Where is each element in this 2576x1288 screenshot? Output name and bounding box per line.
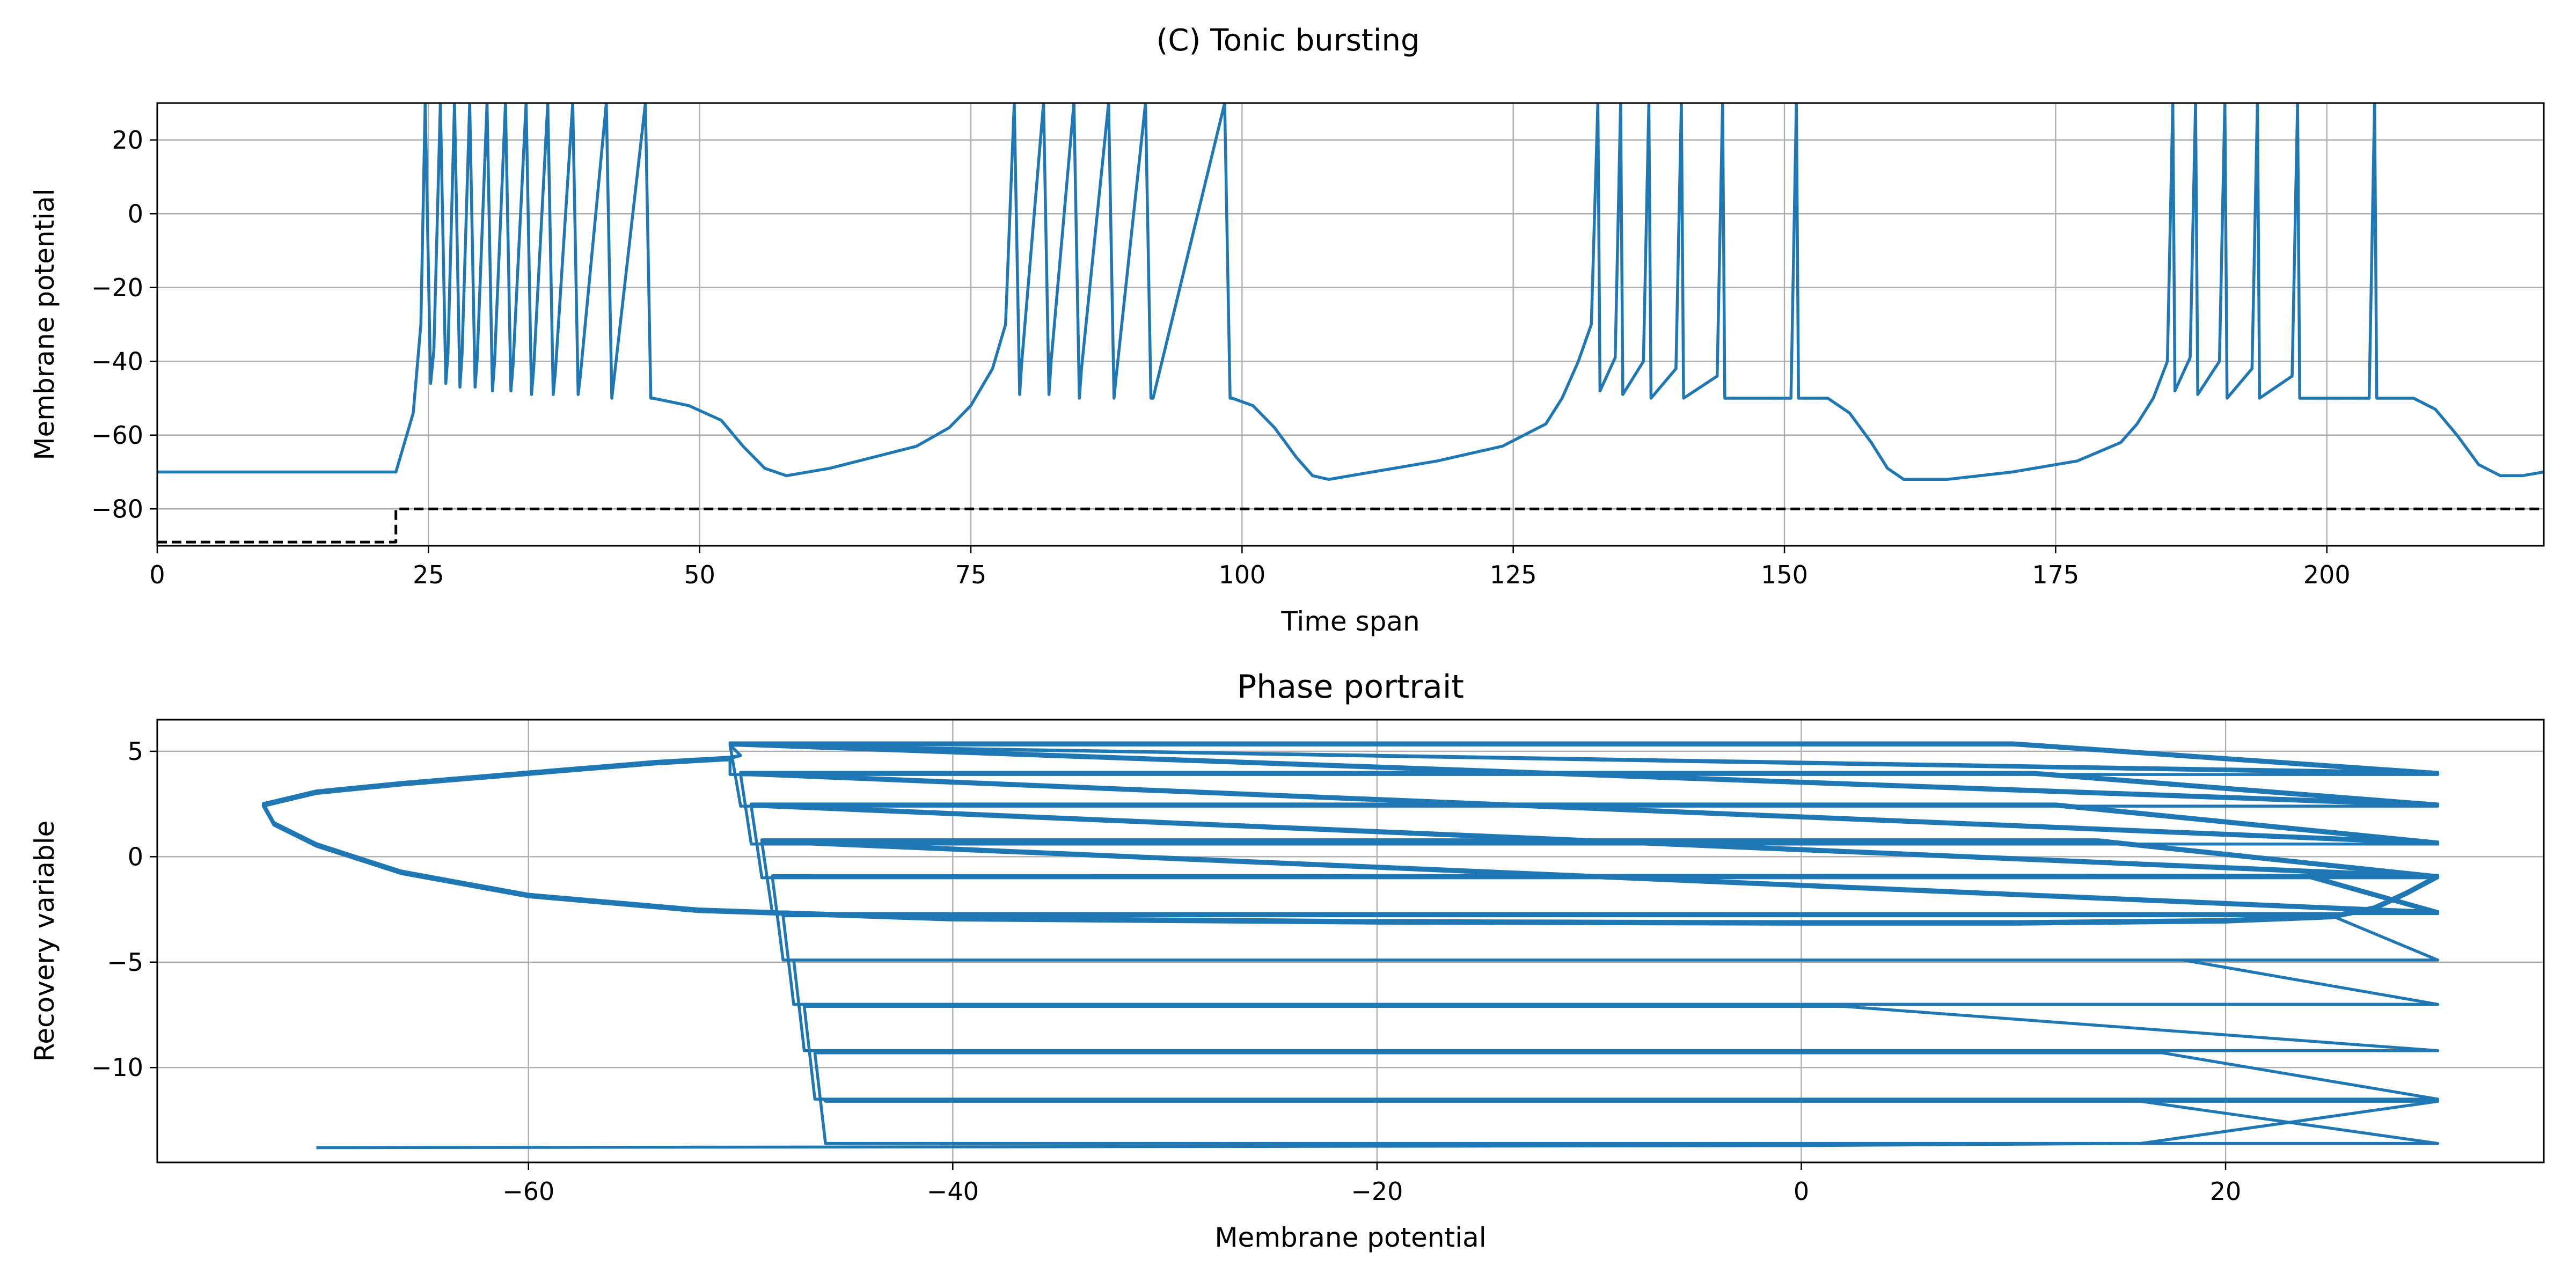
x-tick-label: −60 [502, 1177, 554, 1206]
x-tick-label: 175 [2032, 560, 2079, 589]
x-tick-label: 125 [1490, 560, 1537, 589]
bottom-chart-grid [157, 720, 2544, 1162]
bottom-chart-ticks: −60 −40 −20 0 20 −10 −5 0 5 [91, 737, 2241, 1206]
top-chart-ticks: 0 25 50 75 100 125 150 175 200 −80 −60 −40 −20 0 20 [91, 126, 2351, 589]
y-tick-label: −80 [91, 494, 143, 523]
top-chart-x-axis-label: Time span [1280, 606, 1419, 637]
y-tick-label: 5 [128, 737, 143, 766]
x-tick-label: 75 [955, 560, 987, 589]
x-tick-label: 100 [1218, 560, 1265, 589]
membrane-potential-chart: 0 25 50 75 100 125 150 175 200 −80 −60 −40 −20 0 20 Ti… [29, 102, 2545, 637]
x-tick-label: 20 [2210, 1177, 2242, 1206]
bottom-chart-plot-area [261, 741, 2440, 1150]
y-tick-label: 20 [112, 126, 143, 155]
phase-trajectory-series [261, 741, 2440, 1150]
top-chart-frame [156, 102, 2545, 547]
x-tick-label: 0 [149, 560, 165, 589]
x-tick-label: 50 [684, 560, 715, 589]
y-tick-label: −10 [91, 1053, 143, 1082]
y-tick-label: 0 [128, 842, 143, 871]
top-chart-plot-area [157, 103, 2544, 544]
input-current-series [157, 507, 2544, 544]
figure-suptitle: (C) Tonic bursting [1157, 23, 1420, 58]
y-tick-label: −5 [107, 948, 143, 977]
phase-portrait-title: Phase portrait [1237, 668, 1464, 706]
bottom-chart-x-axis-label: Membrane potential [1214, 1222, 1486, 1253]
y-tick-label: −40 [91, 347, 143, 376]
x-tick-label: 200 [2303, 560, 2351, 589]
x-tick-label: 25 [413, 560, 444, 589]
x-tick-label: −40 [927, 1177, 979, 1206]
y-tick-label: −20 [91, 273, 143, 302]
x-tick-label: 0 [1794, 1177, 1809, 1206]
top-chart-y-axis-label: Membrane potential [29, 188, 60, 460]
membrane-potential-series [157, 103, 2544, 481]
phase-portrait-chart: Phase portrait −60 −40 −20 0 20 −10 −5 0 5 Membr… [29, 668, 2545, 1253]
y-tick-label: −60 [91, 421, 143, 450]
bottom-chart-frame [156, 719, 2545, 1163]
bottom-chart-y-axis-label: Recovery variable [29, 821, 60, 1062]
y-tick-label: 0 [128, 199, 143, 228]
x-tick-label: −20 [1351, 1177, 1403, 1206]
x-tick-label: 150 [1761, 560, 1808, 589]
